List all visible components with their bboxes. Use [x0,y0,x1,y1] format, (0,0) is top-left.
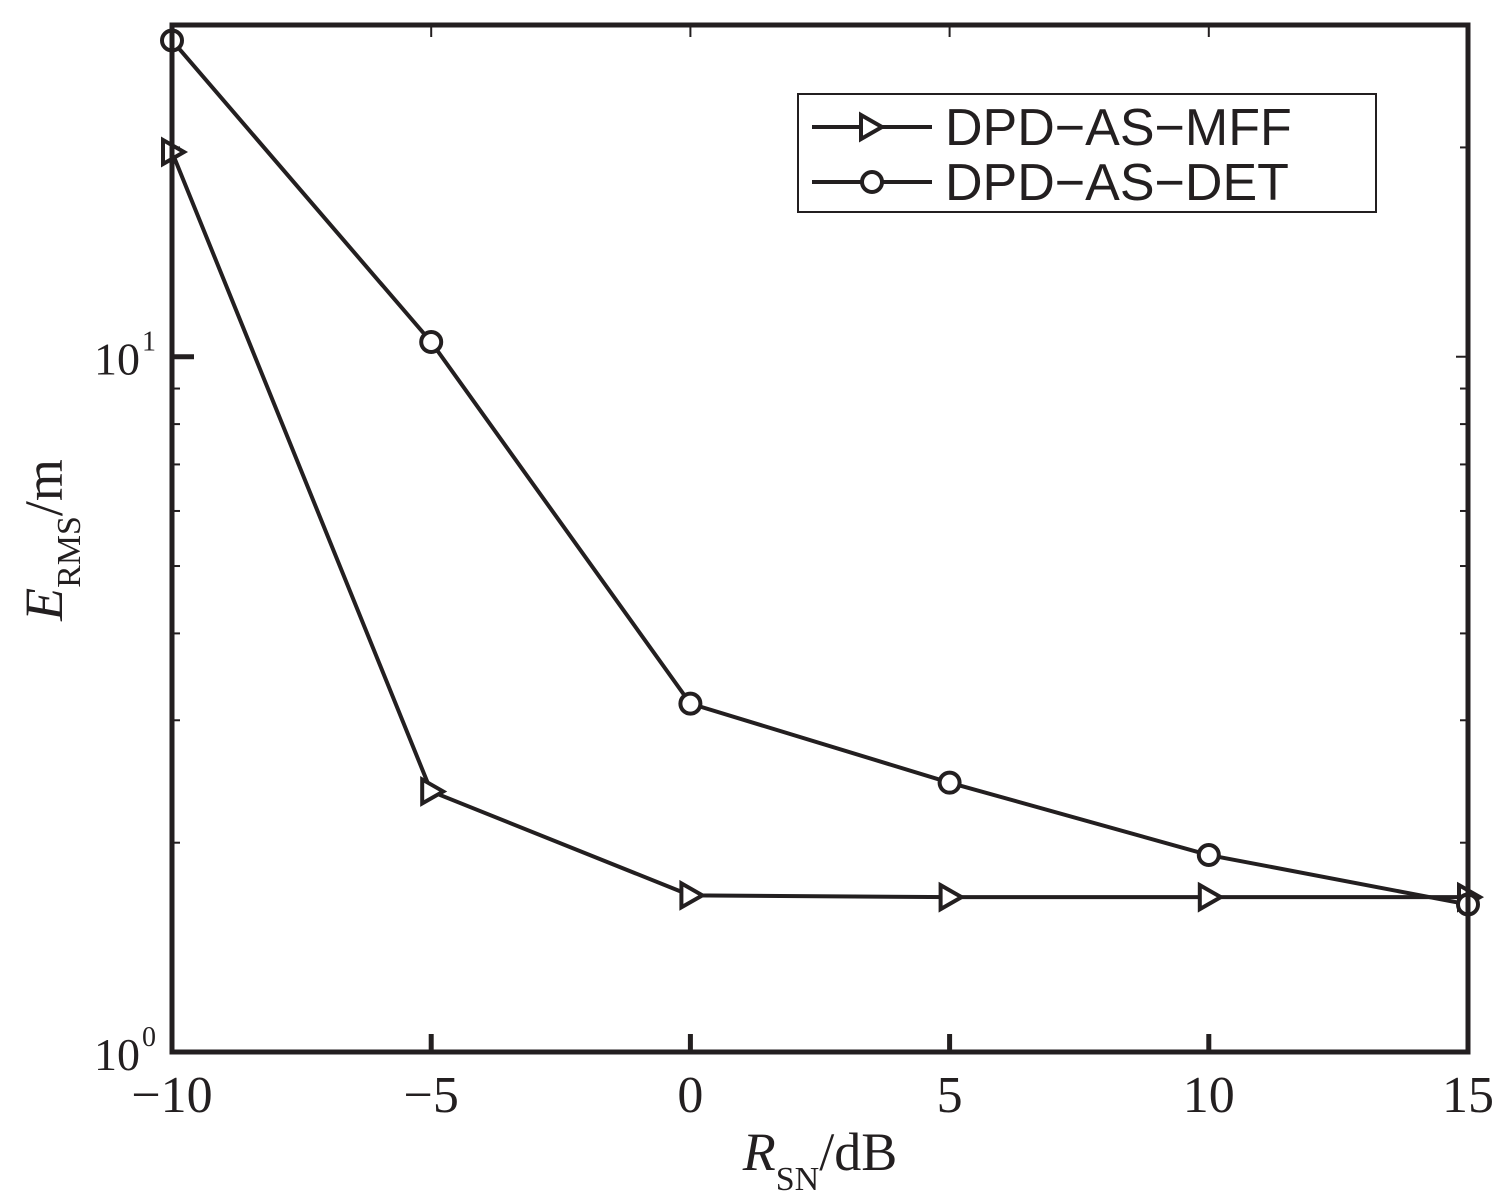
y-tick-exponent: 0 [142,1022,156,1053]
legend-box [797,93,1377,213]
legend-marker-mff [859,111,887,143]
x-axis-label: RSN/dB [742,1122,898,1198]
y-tick-exponent: 1 [142,327,156,358]
x-axis-label-sub: SN [776,1161,819,1198]
legend-label-det: DPD−AS−DET [945,154,1289,212]
y-axis-label-unit: /m [14,459,74,516]
series-line [170,151,1468,900]
data-point-circle [678,691,703,716]
y-axis-label-main: E [14,588,74,622]
x-axis-label-main: R [742,1122,776,1182]
y-tick-label: 10 [94,1029,140,1080]
plot-area-frame [169,22,1471,1055]
series-layer [160,28,1485,917]
x-tick-label: 0 [677,1067,703,1124]
y-tick-label: 10 [94,334,140,385]
data-point-circle [419,329,444,354]
legend-label-mff: DPD−AS−MFF [945,99,1292,157]
data-point-triangle [679,879,707,911]
y-axis-label-sub: RMS [51,516,88,588]
x-tick-label: 15 [1442,1067,1494,1124]
x-tick-label: 10 [1183,1067,1235,1124]
x-tick-label: −10 [131,1067,212,1124]
series-line [170,39,1469,907]
x-axis-label-unit: /dB [819,1122,897,1182]
legend: DPD−AS−MFF DPD−AS−DET [797,93,1377,213]
y-axis-label: ERMS/m [14,459,88,622]
data-point-triangle [1197,881,1225,913]
data-point-circle [1196,843,1221,868]
data-point-triangle [938,881,966,913]
data-point-circle [937,770,962,795]
x-tick-label: 5 [937,1067,963,1124]
data-point-triangle [420,776,448,807]
legend-marker-det [860,170,884,194]
x-tick-label: −5 [404,1067,459,1124]
